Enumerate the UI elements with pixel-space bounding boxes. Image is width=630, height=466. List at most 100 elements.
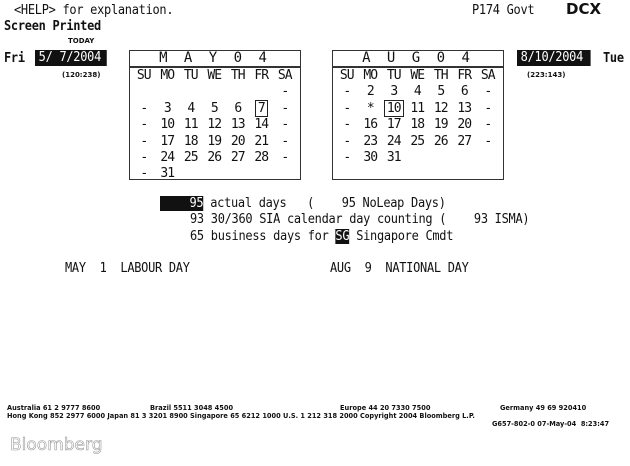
- day-cell[interactable]: 18: [179, 134, 203, 150]
- day-cell: -: [273, 101, 297, 117]
- help-hint: <HELP> for explanation.: [14, 3, 174, 18]
- day-number: -: [343, 149, 351, 165]
- day-cell[interactable]: 11: [179, 117, 203, 133]
- weekday-header: WE: [410, 68, 425, 83]
- footer-australia: Australia 61 2 9777 8600: [7, 404, 101, 412]
- day-cell: -: [335, 117, 359, 133]
- day-cell[interactable]: 17: [156, 134, 180, 150]
- day-cell: -: [476, 134, 500, 150]
- day-number: 25: [410, 133, 425, 149]
- day-number: 21: [254, 133, 269, 149]
- day-cell: -: [273, 84, 297, 100]
- day-cell[interactable]: 6: [453, 84, 477, 100]
- day-number: 7: [254, 99, 268, 117]
- actual-days-text: actual days ( 95 NoLeap Days): [203, 196, 446, 211]
- day-number: 3: [390, 84, 398, 100]
- day-cell[interactable]: 31: [156, 166, 180, 182]
- day-cell: [179, 84, 203, 100]
- day-cell[interactable]: 6: [226, 101, 250, 117]
- calendar-code-field[interactable]: SG: [335, 229, 350, 244]
- weekday-header: MO: [363, 68, 378, 83]
- day-cell[interactable]: 25: [406, 134, 430, 150]
- business-days-line: 65 business days for SG Singapore Cmdt: [190, 229, 453, 244]
- weekday-header: FR: [254, 68, 269, 83]
- day-cell[interactable]: 20: [226, 134, 250, 150]
- day-number: 25: [183, 149, 199, 165]
- day-number: 27: [230, 149, 246, 165]
- day-cell[interactable]: 19: [429, 117, 453, 133]
- day-cell[interactable]: 14: [250, 117, 274, 133]
- day-number: 19: [207, 133, 222, 149]
- actual-days-value[interactable]: 95: [160, 196, 204, 211]
- day-cell[interactable]: 13: [226, 117, 250, 133]
- day-cell[interactable]: 30: [359, 150, 383, 166]
- day-number: -: [281, 84, 289, 100]
- day-cell[interactable]: 24: [156, 150, 180, 166]
- day-number: -: [343, 133, 351, 149]
- selected-day-cell[interactable]: 10: [382, 99, 406, 117]
- day-cell: -: [476, 84, 500, 100]
- day-number: 31: [386, 149, 402, 165]
- day-cell: [429, 150, 453, 166]
- day-cell[interactable]: 25: [179, 150, 203, 166]
- day-cell[interactable]: 13: [453, 101, 477, 117]
- day-cell[interactable]: 10: [156, 117, 180, 133]
- day-cell[interactable]: 20: [453, 117, 477, 133]
- footer-contacts: Hong Kong 852 2977 6000 Japan 81 3 3201 …: [7, 412, 475, 420]
- day-cell[interactable]: 5: [429, 84, 453, 100]
- day-number: 14: [254, 117, 269, 133]
- day-number: 13: [457, 100, 472, 116]
- day-number: 6: [460, 84, 469, 100]
- day-cell[interactable]: 3: [156, 101, 180, 117]
- weekday-header: MO: [160, 68, 175, 83]
- day-cell[interactable]: 3: [382, 84, 406, 100]
- day-number: 20: [457, 117, 472, 133]
- day-cell[interactable]: 4: [406, 84, 430, 100]
- day-cell: -: [132, 166, 156, 182]
- day-cell[interactable]: 12: [203, 117, 227, 133]
- end-date-input[interactable]: 8/10/2004: [517, 50, 591, 66]
- day-cell[interactable]: 31: [382, 150, 406, 166]
- day-cell: -: [335, 101, 359, 117]
- day-cell[interactable]: 12: [429, 101, 453, 117]
- bloomberg-logo: Bloomberg: [10, 435, 103, 455]
- day-cell[interactable]: 27: [226, 150, 250, 166]
- weekday-header: SA: [277, 68, 293, 83]
- day-cell[interactable]: 4: [179, 101, 203, 117]
- day-cell[interactable]: 26: [203, 150, 227, 166]
- day-cell[interactable]: 18: [406, 117, 430, 133]
- day-number: 17: [160, 133, 175, 149]
- day-number: -: [140, 149, 148, 165]
- day-number: 17: [386, 117, 402, 133]
- day-cell: -: [132, 150, 156, 166]
- day-cell[interactable]: 27: [453, 134, 477, 150]
- day-cell[interactable]: 5: [203, 101, 227, 117]
- day-number: 26: [207, 149, 222, 165]
- weekday-header: TU: [183, 68, 199, 83]
- day-cell[interactable]: 11: [406, 101, 430, 117]
- day-cell: -: [132, 101, 156, 117]
- weekday-header: SU: [339, 68, 355, 83]
- day-number: 2: [366, 84, 375, 100]
- day-number: -: [484, 100, 492, 116]
- day-cell[interactable]: 26: [429, 134, 453, 150]
- day-cell[interactable]: 19: [203, 134, 227, 150]
- day-cell[interactable]: 16: [359, 117, 383, 133]
- day-cell[interactable]: 23: [359, 134, 383, 150]
- day-cell[interactable]: 28: [250, 150, 274, 166]
- day-number: 18: [410, 117, 425, 133]
- selected-day-cell[interactable]: 7: [250, 99, 274, 117]
- day-number: 3: [163, 100, 172, 116]
- day-cell[interactable]: 2: [359, 84, 383, 100]
- day-cell[interactable]: 21: [250, 134, 274, 150]
- start-date-input[interactable]: 5/ 7/2004: [35, 50, 107, 66]
- day-number: -: [343, 84, 351, 100]
- day-cell[interactable]: 24: [382, 134, 406, 150]
- day-cell[interactable]: 17: [382, 117, 406, 133]
- day-number: 11: [410, 100, 425, 116]
- start-day-counts: (120:238): [62, 71, 101, 79]
- day-cell: [226, 166, 250, 182]
- weekday-header: TH: [230, 68, 246, 83]
- end-day-counts: (223:143): [527, 71, 566, 79]
- calendar-grid: SU MO TU WE TH FR SA - -3 4 5 6 7- -10 11 12 13 14- -17 18 1…: [130, 68, 300, 183]
